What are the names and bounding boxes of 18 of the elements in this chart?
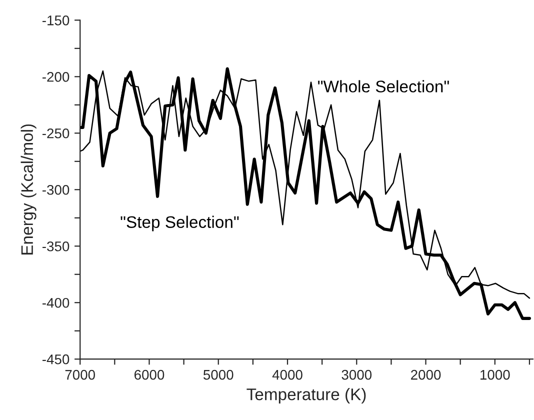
y-tick-label: -250 xyxy=(42,128,70,138)
y-tick-label: -300 xyxy=(42,184,70,195)
x-tick-label: 1000 xyxy=(480,370,510,380)
series-label: "Step Selection" xyxy=(120,216,239,232)
y-tick-label: -450 xyxy=(42,354,70,364)
series-label: "Whole Selection" xyxy=(318,80,449,92)
y-tick-label: -400 xyxy=(42,298,70,308)
x-tick-label: 5000 xyxy=(203,370,234,380)
x-axis-title: Temperature (K) xyxy=(246,388,366,404)
y-tick-label: -150 xyxy=(42,15,70,26)
y-tick-label: -350 xyxy=(42,241,70,252)
x-tick-label: 3000 xyxy=(342,370,372,380)
y-tick-label: -200 xyxy=(42,72,70,82)
x-tick-label: 2000 xyxy=(411,370,441,380)
x-tick-label: 7000 xyxy=(65,370,96,380)
y-axis-title: Energy (Kcal/mol) xyxy=(20,124,36,254)
x-tick-label: 6000 xyxy=(134,370,164,380)
x-tick-label: 4000 xyxy=(272,370,302,380)
